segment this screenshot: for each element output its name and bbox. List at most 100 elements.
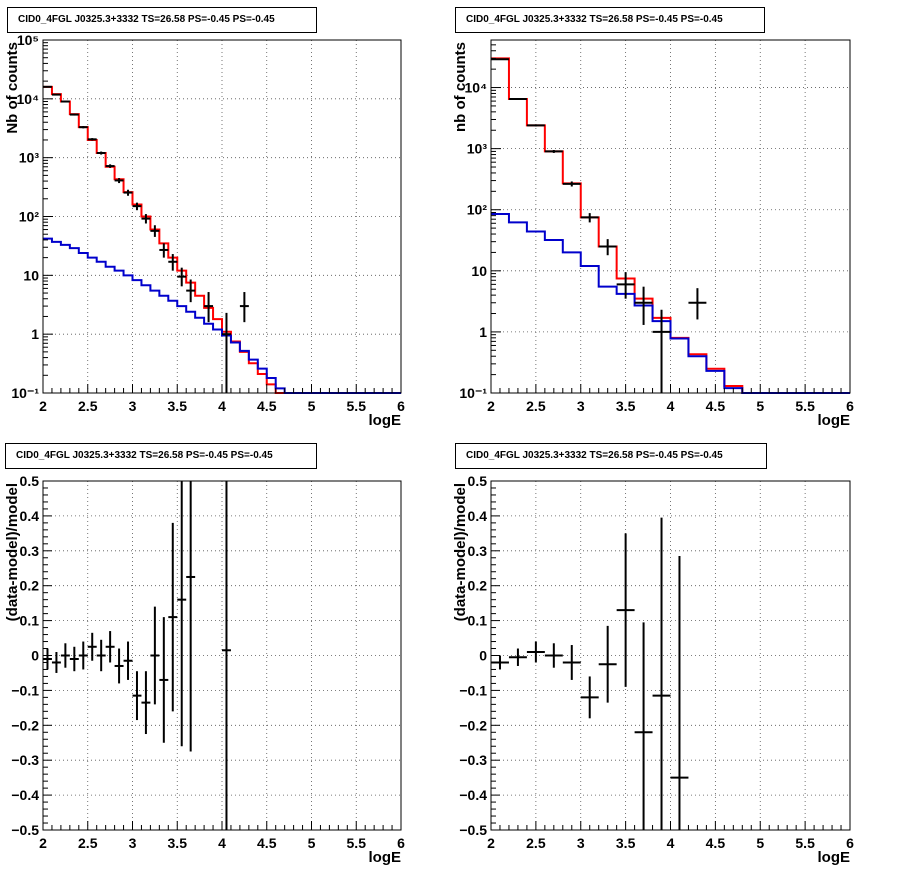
data-point-bottom-left xyxy=(159,617,169,743)
data-point-bottom-right xyxy=(634,622,653,830)
x-tick-label: 4.5 xyxy=(257,835,277,851)
data-point-bottom-right xyxy=(652,517,671,830)
y-tick-label: 0 xyxy=(31,648,39,664)
data-point-top-right xyxy=(580,213,599,223)
x-tick-label: 2.5 xyxy=(78,835,98,851)
x-tick-label: 5.5 xyxy=(795,398,815,414)
y-axis-label: nb of counts xyxy=(452,42,469,132)
y-tick-label: 0.5 xyxy=(468,473,488,489)
x-tick-label: 2 xyxy=(487,835,495,851)
x-tick-label: 6 xyxy=(846,398,854,414)
data-point-bottom-left xyxy=(78,641,88,670)
y-tick-label: 10 xyxy=(23,267,39,283)
chart-title-bottom-left: CID0_4FGL J0325.3+3332 TS=26.58 PS=-0.45… xyxy=(5,443,317,469)
data-point-bottom-left xyxy=(141,671,151,735)
y-axis-label: Nb of counts xyxy=(4,42,21,134)
data-point-top-left xyxy=(114,178,124,184)
chart-title-top-left: CID0_4FGL J0325.3+3332 TS=26.58 PS=-0.45… xyxy=(7,7,317,33)
data-point-bottom-right xyxy=(670,556,689,830)
x-tick-label: 4.5 xyxy=(257,398,277,414)
y-tick-label: 10⁴ xyxy=(17,91,40,107)
y-tick-label: 0.4 xyxy=(468,508,488,524)
y-tick-label: 0 xyxy=(479,648,487,664)
data-point-top-left xyxy=(105,164,115,168)
data-point-bottom-left xyxy=(123,641,133,680)
x-tick-label: 5.5 xyxy=(795,835,815,851)
x-tick-label: 5 xyxy=(308,398,316,414)
y-tick-label: 10³ xyxy=(19,150,40,166)
y-tick-label: 10⁻¹ xyxy=(459,385,487,401)
y-tick-label: −0.3 xyxy=(459,752,487,768)
data-point-bottom-left xyxy=(132,671,142,721)
data-point-top-right xyxy=(491,58,509,61)
data-point-bottom-left xyxy=(105,631,115,663)
data-point-top-left xyxy=(159,243,169,258)
y-tick-label: 10⁵ xyxy=(17,32,39,48)
y-tick-label: −0.5 xyxy=(459,822,487,838)
data-point-bottom-right xyxy=(562,645,581,680)
x-tick-label: 5 xyxy=(756,398,764,414)
x-tick-label: 5.5 xyxy=(347,398,367,414)
x-tick-label: 4 xyxy=(218,835,226,851)
data-point-bottom-left xyxy=(150,606,160,705)
x-tick-label: 3 xyxy=(577,835,585,851)
y-axis-label: (data-model)/model xyxy=(4,483,21,621)
data-point-bottom-left xyxy=(43,648,52,670)
y-tick-label: 10⁴ xyxy=(465,80,488,96)
y-tick-label: −0.4 xyxy=(11,787,39,803)
data-point-bottom-right xyxy=(616,533,635,687)
data-point-bottom-right xyxy=(598,625,617,703)
chart-title-bottom-right: CID0_4FGL J0325.3+3332 TS=26.58 PS=-0.45… xyxy=(455,443,767,469)
y-tick-label: 0.5 xyxy=(20,473,40,489)
data-point-bottom-right xyxy=(544,643,563,668)
x-tick-label: 2 xyxy=(39,398,47,414)
data-point-bottom-left xyxy=(69,646,79,672)
data-point-top-left xyxy=(43,85,52,88)
data-point-bottom-left xyxy=(222,481,231,830)
x-tick-label: 2 xyxy=(39,835,47,851)
data-point-top-left xyxy=(69,113,79,116)
data-point-top-left xyxy=(141,214,151,224)
x-tick-label: 5 xyxy=(756,835,764,851)
y-tick-label: 0.4 xyxy=(20,508,40,524)
data-point-top-left xyxy=(132,202,142,211)
x-tick-label: 3.5 xyxy=(616,835,636,851)
x-tick-label: 3 xyxy=(129,835,137,851)
data-point-bottom-left xyxy=(186,481,196,752)
y-axis-label: (data-model)/model xyxy=(452,483,469,621)
y-tick-label: 1 xyxy=(479,324,487,340)
data-point-top-left xyxy=(239,292,249,323)
data-point-top-right xyxy=(508,97,527,100)
y-tick-label: 10³ xyxy=(467,141,488,157)
data-point-top-right xyxy=(634,286,653,325)
data-point-top-right xyxy=(652,309,671,393)
data-point-bottom-left xyxy=(96,639,106,672)
y-tick-label: 10 xyxy=(471,263,487,279)
data-point-bottom-right xyxy=(526,641,545,663)
data-point-top-right xyxy=(616,272,635,299)
x-tick-label: 4 xyxy=(667,398,675,414)
data-point-top-left xyxy=(186,279,196,303)
y-tick-label: 0.3 xyxy=(20,543,40,559)
x-tick-label: 2.5 xyxy=(526,398,546,414)
x-tick-label: 5 xyxy=(308,835,316,851)
x-tick-label: 4 xyxy=(667,835,675,851)
data-point-top-left xyxy=(51,93,61,96)
x-tick-label: 3.5 xyxy=(168,398,188,414)
x-tick-label: 6 xyxy=(397,835,405,851)
data-point-top-left xyxy=(96,151,106,155)
x-tick-label: 2 xyxy=(487,398,495,414)
y-tick-label: 10⁻¹ xyxy=(11,385,39,401)
x-tick-label: 6 xyxy=(846,835,854,851)
x-tick-label: 4 xyxy=(218,398,226,414)
y-tick-label: −0.1 xyxy=(11,682,39,698)
data-point-top-left xyxy=(204,292,214,323)
y-tick-label: 1 xyxy=(31,326,39,342)
x-tick-label: 2.5 xyxy=(78,398,98,414)
y-tick-label: 0.1 xyxy=(20,613,40,629)
data-point-top-right xyxy=(562,181,581,187)
